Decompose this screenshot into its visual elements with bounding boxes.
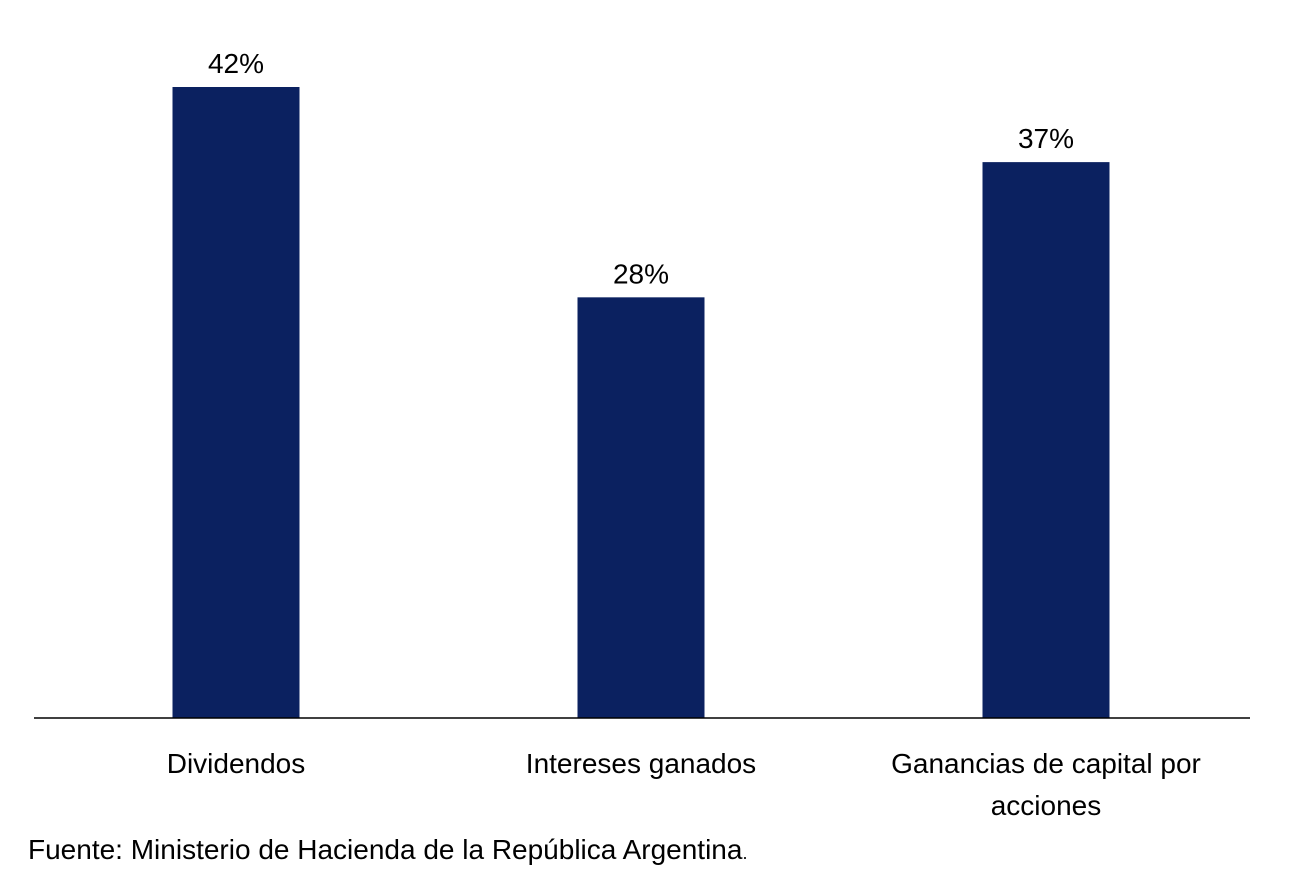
bar-1 — [172, 87, 300, 718]
bar-3 — [982, 162, 1110, 719]
source-note: Fuente: Ministerio de Hacienda de la Rep… — [28, 834, 747, 866]
data-label-3: 37% — [1018, 123, 1074, 154]
bar-chart: 42% 28% 37% Dividendos Intereses ganados Gan… — [34, 48, 1250, 821]
category-label-1: Dividendos — [167, 748, 306, 779]
source-text: Fuente: Ministerio de Hacienda de la Rep… — [28, 834, 743, 865]
data-labels-group: 42% 28% 37% — [208, 48, 1074, 289]
bars-group — [172, 87, 1110, 719]
data-label-1: 42% — [208, 48, 264, 79]
source-period: . — [742, 843, 748, 863]
category-label-3-line-1: Ganancias de capital por — [891, 748, 1201, 779]
category-label-3-line-2: acciones — [991, 790, 1102, 821]
data-label-2: 28% — [613, 258, 669, 289]
bar-2 — [577, 297, 705, 718]
category-labels-group: Dividendos Intereses ganados Ganancias de … — [167, 748, 1201, 821]
category-label-2: Intereses ganados — [526, 748, 756, 779]
